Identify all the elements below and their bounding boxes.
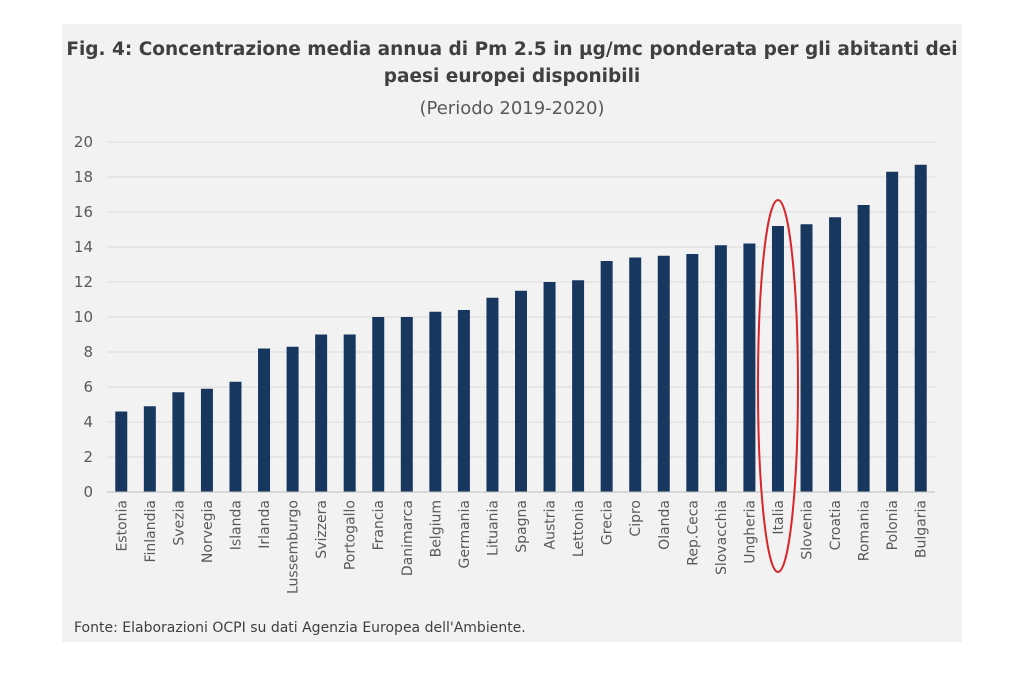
bar: [857, 205, 870, 492]
bar: [400, 317, 413, 492]
bar: [486, 297, 499, 492]
y-tick-label: 18: [74, 168, 93, 186]
bar: [771, 226, 784, 492]
category-label: Svizzera: [314, 500, 330, 559]
category-label: Polonia: [885, 500, 901, 550]
category-label: Belgium: [428, 500, 444, 557]
category-label: Lituania: [485, 500, 501, 556]
category-label: Danimarca: [400, 500, 416, 576]
y-tick-label: 12: [74, 273, 93, 291]
bar: [343, 334, 356, 492]
y-tick-label: 14: [74, 238, 93, 256]
category-label: Islanda: [228, 500, 244, 550]
bar: [743, 243, 756, 492]
y-tick-label: 10: [74, 308, 93, 326]
category-label: Lussemburgo: [286, 500, 302, 594]
bar: [457, 310, 470, 492]
category-label: Romania: [857, 500, 873, 561]
bar: [372, 317, 385, 492]
bar: [172, 392, 185, 492]
bar: [258, 348, 271, 492]
category-label: Germania: [457, 500, 473, 569]
category-label: Estonia: [114, 500, 130, 552]
bar: [429, 311, 442, 492]
bar: [600, 261, 613, 492]
y-tick-label: 6: [83, 378, 93, 396]
bar: [515, 290, 527, 492]
category-label: Portogallo: [343, 500, 359, 570]
bar: [829, 217, 842, 492]
y-tick-label: 8: [83, 343, 93, 361]
category-label: Ungheria: [742, 500, 758, 564]
bar: [143, 406, 156, 492]
y-tick-label: 4: [83, 413, 93, 431]
y-tick-label: 0: [83, 483, 93, 501]
y-tick-label: 2: [83, 448, 93, 466]
chart-title: Fig. 4: Concentrazione media annua di Pm…: [66, 39, 958, 87]
category-label: Rep.Ceca: [685, 500, 701, 566]
category-label: Lettonia: [571, 500, 587, 557]
chart-subtitle: (Periodo 2019-2020): [419, 98, 605, 119]
category-label: Italia: [771, 500, 787, 535]
bar: [315, 334, 328, 492]
bar: [229, 381, 242, 492]
bar: [572, 280, 585, 492]
source-note: Fonte: Elaborazioni OCPI su dati Agenzia…: [74, 620, 526, 636]
category-label: Grecia: [600, 500, 616, 545]
category-label: Austria: [543, 500, 559, 549]
bar: [657, 255, 670, 492]
bar: [886, 171, 899, 492]
category-label: Svezia: [171, 500, 187, 546]
bar: [115, 411, 128, 492]
category-label: Olanda: [657, 500, 673, 550]
bar: [629, 257, 642, 492]
bar: [200, 388, 213, 492]
category-label: Slovacchia: [714, 500, 730, 575]
bar: [543, 282, 556, 492]
bar: [286, 346, 299, 492]
category-label: Bulgaria: [914, 500, 930, 558]
bar: [914, 164, 927, 492]
category-label: Finlandia: [143, 500, 159, 563]
bar: [686, 254, 699, 492]
y-tick-label: 16: [74, 203, 93, 221]
category-label: Slovenia: [800, 500, 816, 560]
bar: [714, 245, 727, 492]
y-tick-label: 20: [74, 133, 93, 151]
category-label: Croatia: [828, 500, 844, 550]
bar: [800, 224, 813, 492]
category-label: Spagna: [514, 500, 530, 553]
category-label: Norvegia: [200, 500, 216, 563]
category-label: Cipro: [628, 500, 644, 537]
category-label: Francia: [371, 500, 387, 550]
category-label: Irlanda: [257, 500, 273, 549]
highlight-ellipse: [756, 199, 799, 573]
